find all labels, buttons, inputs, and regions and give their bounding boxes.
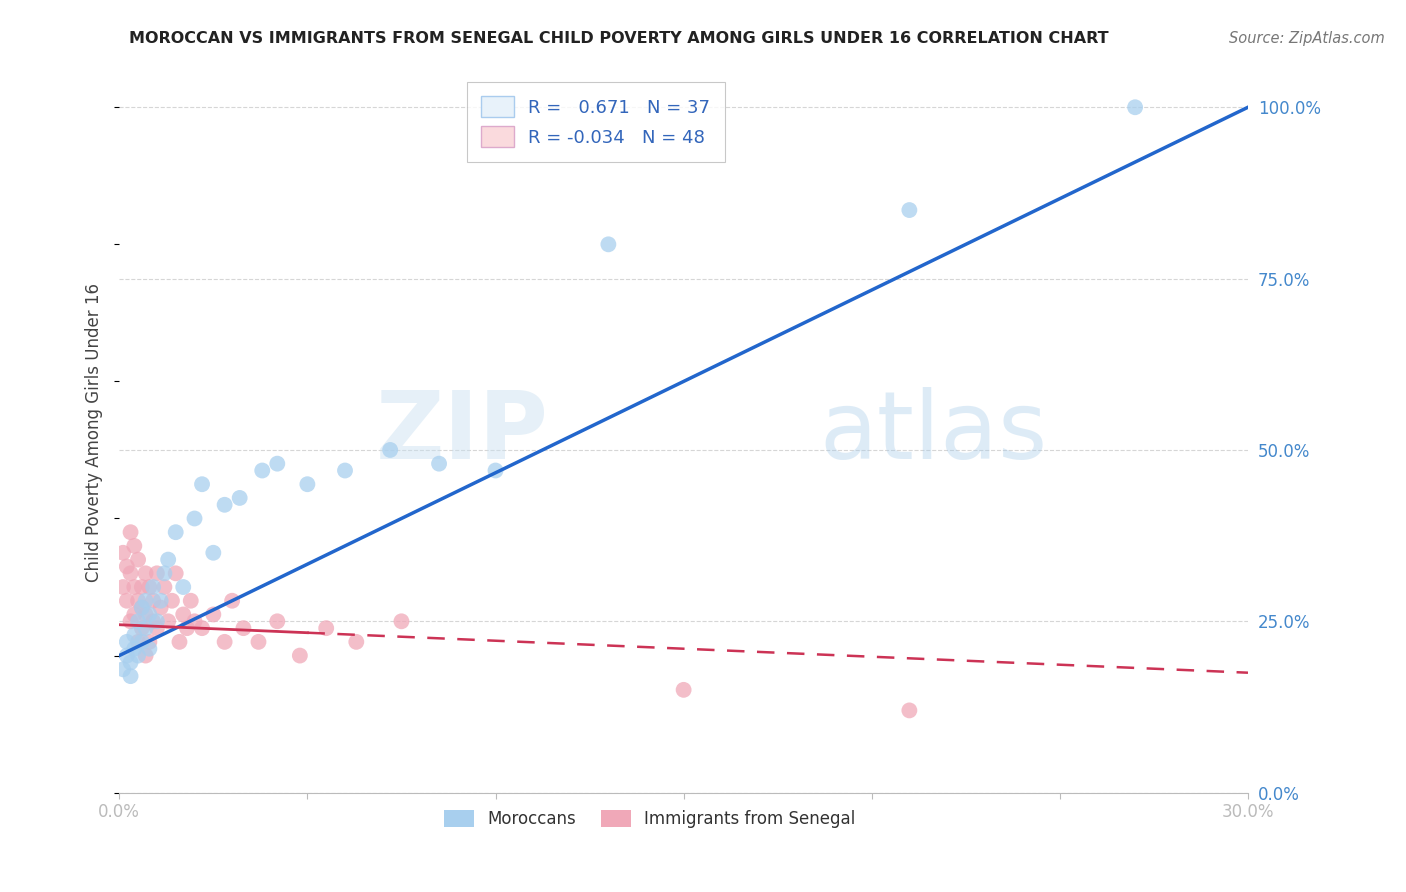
Point — [127, 552, 149, 566]
Point — [124, 580, 146, 594]
Point — [266, 457, 288, 471]
Point — [131, 600, 153, 615]
Point — [288, 648, 311, 663]
Point — [127, 615, 149, 629]
Point — [115, 559, 138, 574]
Point — [427, 457, 450, 471]
Point — [391, 615, 413, 629]
Point — [120, 615, 142, 629]
Point — [120, 525, 142, 540]
Point — [172, 607, 194, 622]
Point — [120, 656, 142, 670]
Point — [135, 593, 157, 607]
Point — [183, 615, 205, 629]
Point — [157, 615, 180, 629]
Text: MOROCCAN VS IMMIGRANTS FROM SENEGAL CHILD POVERTY AMONG GIRLS UNDER 16 CORRELATI: MOROCCAN VS IMMIGRANTS FROM SENEGAL CHIL… — [129, 31, 1108, 46]
Point — [180, 593, 202, 607]
Point — [598, 237, 620, 252]
Point — [142, 593, 165, 607]
Point — [131, 635, 153, 649]
Point — [135, 621, 157, 635]
Point — [169, 635, 191, 649]
Point — [252, 463, 274, 477]
Point — [120, 669, 142, 683]
Point — [153, 580, 176, 594]
Text: ZIP: ZIP — [375, 387, 548, 479]
Point — [247, 635, 270, 649]
Point — [124, 628, 146, 642]
Point — [898, 202, 921, 217]
Point — [138, 580, 160, 594]
Point — [138, 635, 160, 649]
Point — [149, 600, 172, 615]
Point — [124, 607, 146, 622]
Point — [176, 621, 198, 635]
Point — [146, 621, 169, 635]
Point — [202, 607, 225, 622]
Point — [191, 621, 214, 635]
Point — [115, 648, 138, 663]
Point — [228, 491, 250, 505]
Point — [131, 580, 153, 594]
Point — [153, 566, 176, 581]
Point — [297, 477, 319, 491]
Point — [127, 635, 149, 649]
Y-axis label: Child Poverty Among Girls Under 16: Child Poverty Among Girls Under 16 — [86, 284, 103, 582]
Point — [315, 621, 337, 635]
Point — [221, 593, 243, 607]
Point — [160, 593, 183, 607]
Point — [149, 593, 172, 607]
Point — [131, 600, 153, 615]
Point — [1123, 100, 1146, 114]
Point — [131, 621, 153, 635]
Point — [112, 580, 135, 594]
Point — [898, 703, 921, 717]
Point — [112, 662, 135, 676]
Point — [146, 615, 169, 629]
Point — [484, 463, 506, 477]
Point — [146, 566, 169, 581]
Point — [214, 635, 236, 649]
Point — [115, 593, 138, 607]
Text: atlas: atlas — [820, 387, 1047, 479]
Point — [115, 635, 138, 649]
Point — [127, 593, 149, 607]
Point — [266, 615, 288, 629]
Point — [165, 525, 187, 540]
Point — [138, 641, 160, 656]
Point — [172, 580, 194, 594]
Point — [344, 635, 367, 649]
Point — [138, 607, 160, 622]
Point — [127, 648, 149, 663]
Text: Source: ZipAtlas.com: Source: ZipAtlas.com — [1229, 31, 1385, 46]
Point — [672, 682, 695, 697]
Point — [183, 511, 205, 525]
Point — [232, 621, 254, 635]
Point — [378, 442, 401, 457]
Point — [135, 648, 157, 663]
Point — [112, 546, 135, 560]
Point — [142, 580, 165, 594]
Point — [124, 641, 146, 656]
Point — [157, 552, 180, 566]
Point — [135, 607, 157, 622]
Point — [333, 463, 356, 477]
Point — [135, 566, 157, 581]
Point — [214, 498, 236, 512]
Point — [124, 539, 146, 553]
Point — [191, 477, 214, 491]
Point — [142, 615, 165, 629]
Point — [165, 566, 187, 581]
Point — [202, 546, 225, 560]
Point — [120, 566, 142, 581]
Legend: Moroccans, Immigrants from Senegal: Moroccans, Immigrants from Senegal — [437, 803, 862, 835]
